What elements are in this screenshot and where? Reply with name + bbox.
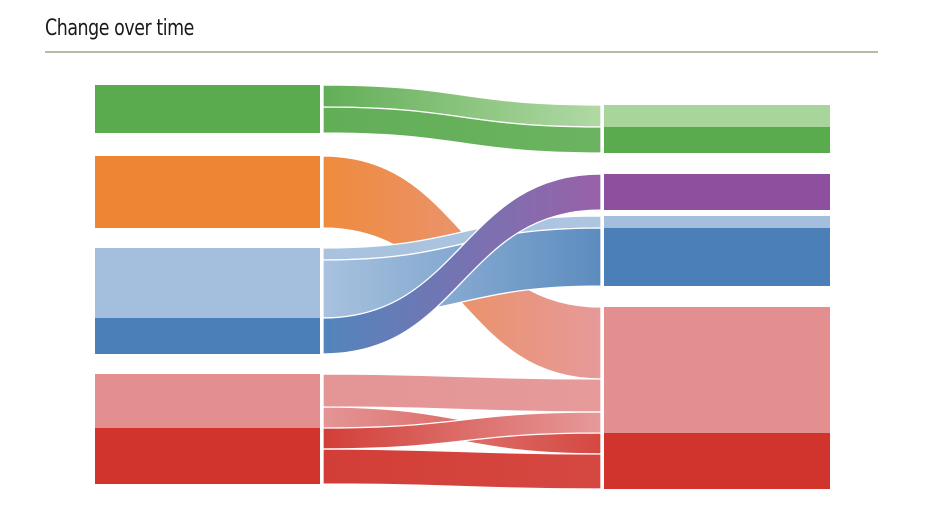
- right-node-LBr: [604, 216, 830, 228]
- right-node-DRr: [604, 433, 830, 489]
- right-node-B: [604, 228, 830, 286]
- flow-DR-to-LRr: [322, 411, 602, 450]
- flows-layer: [322, 84, 602, 490]
- chart-title: Change over time: [45, 16, 194, 41]
- title-divider: [45, 51, 878, 53]
- flow-DR-to-DRr: [322, 448, 602, 490]
- right-node-DG: [604, 127, 830, 153]
- left-node-LR: [95, 374, 320, 428]
- right-node-P: [604, 174, 830, 210]
- nodes-layer: [95, 85, 830, 489]
- right-node-LRr: [604, 307, 830, 433]
- left-node-DR: [95, 428, 320, 484]
- flow-DB-to-P: [322, 173, 602, 355]
- left-node-LB: [95, 248, 320, 318]
- right-node-LG: [604, 105, 830, 127]
- left-node-DB: [95, 318, 320, 354]
- left-node-G: [95, 85, 320, 133]
- left-node-O: [95, 156, 320, 228]
- flow-G-to-DG: [322, 106, 602, 154]
- flow-LR-to-LRr: [322, 373, 602, 413]
